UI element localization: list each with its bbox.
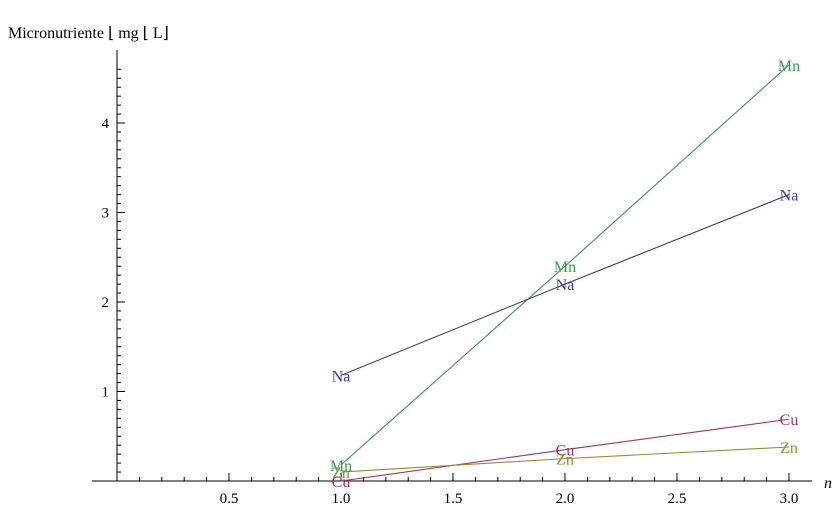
point-label-zn: Zn <box>780 440 798 457</box>
x-tick-label: 1.0 <box>332 491 351 507</box>
point-label-zn: Zn <box>556 452 574 469</box>
y-tick-label: 2 <box>102 295 110 311</box>
x-tick-label: 3.0 <box>780 491 799 507</box>
axis-ticks: 0.5 1.0 1.5 2.0 2.5 3.0 1 2 3 4 <box>102 68 799 507</box>
point-label-cu: Cu <box>556 443 575 460</box>
series-line-na <box>340 194 790 376</box>
series-line-mn <box>340 64 790 466</box>
point-label-mn: Mn <box>778 58 800 75</box>
point-label-na: Na <box>780 188 799 205</box>
x-tick-label: 2.5 <box>668 491 687 507</box>
series-line-zn <box>340 446 790 473</box>
series-layer <box>340 64 790 482</box>
y-tick-label: 4 <box>102 116 110 132</box>
series-line-cu <box>340 418 790 482</box>
point-label-cu: Cu <box>780 412 799 429</box>
x-tick-label: 2.0 <box>556 491 575 507</box>
x-tick-label: 1.5 <box>444 491 463 507</box>
point-label-mn: Mn <box>554 259 576 276</box>
point-label-na: Na <box>556 277 575 294</box>
point-label-mn: Mn <box>330 458 352 475</box>
x-axis-title: n <box>824 475 832 492</box>
y-tick-label: 3 <box>102 206 110 222</box>
x-tick-label: 0.5 <box>220 491 239 507</box>
point-label-na: Na <box>332 368 351 385</box>
point-label-cu: Cu <box>332 474 351 491</box>
point-label-zn: Zn <box>332 465 350 482</box>
y-axis-title: Micronutriente ⌊ mg ⌊ L⌋ <box>8 25 169 42</box>
y-tick-label: 1 <box>102 385 110 401</box>
